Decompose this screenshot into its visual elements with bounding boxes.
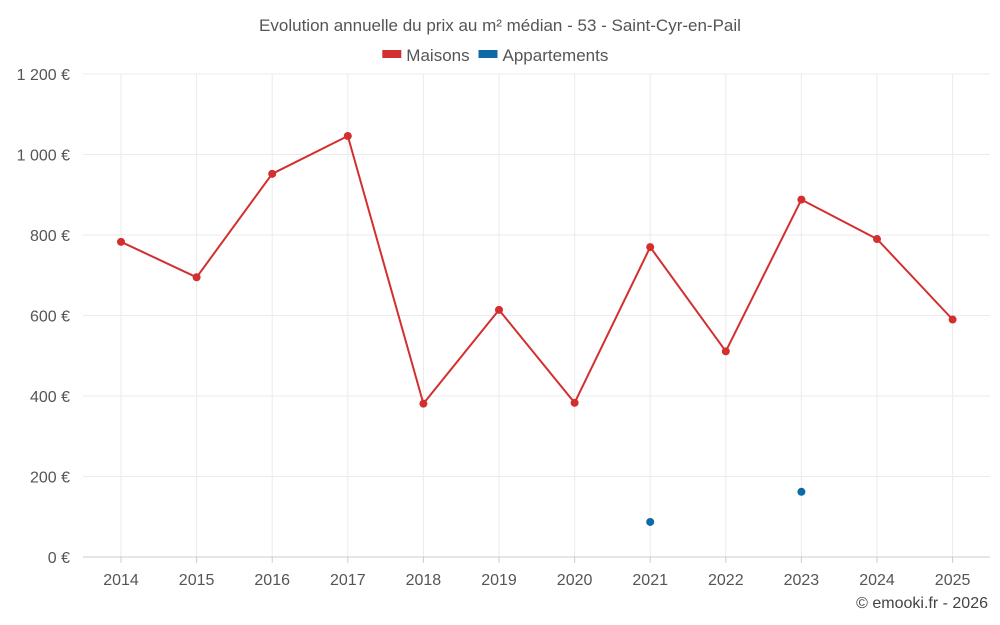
y-tick-label: 400 € bbox=[30, 389, 70, 406]
x-tick-label: 2019 bbox=[481, 572, 517, 589]
x-tick-label: 2024 bbox=[859, 572, 895, 589]
data-point-maisons bbox=[419, 399, 428, 408]
data-point-maisons bbox=[495, 305, 503, 314]
legend-label-appartements: Appartements bbox=[503, 46, 609, 65]
chart-title: Evolution annuelle du prix au m² médian … bbox=[259, 16, 741, 35]
y-tick-label: 600 € bbox=[30, 309, 70, 326]
x-tick-label: 2021 bbox=[632, 572, 668, 589]
data-point-maisons bbox=[646, 243, 655, 252]
y-tick-label: 800 € bbox=[30, 228, 70, 245]
y-tick-label: 200 € bbox=[30, 470, 70, 487]
x-tick-label: 2014 bbox=[103, 572, 139, 589]
x-tick-label: 2022 bbox=[708, 572, 744, 589]
y-axis: 0 € 200 € 400 € 600 € 800 € 1 000 € 1 200 € bbox=[17, 67, 70, 567]
data-point-maisons bbox=[797, 195, 806, 204]
grid bbox=[83, 73, 990, 557]
legend[interactable]: Maisons Appartements bbox=[382, 46, 608, 65]
data-point-maisons bbox=[948, 315, 957, 324]
data-point-appartements bbox=[797, 487, 806, 496]
legend-swatch-appartements bbox=[478, 50, 498, 58]
data-point-maisons bbox=[873, 235, 881, 244]
y-tick-label: 0 € bbox=[48, 550, 70, 567]
y-tick-label: 1 000 € bbox=[17, 148, 70, 165]
data-point-maisons bbox=[721, 347, 730, 356]
y-tick-label: 1 200 € bbox=[17, 67, 70, 84]
series-layer bbox=[117, 131, 957, 526]
legend-item-appartements[interactable]: Appartements bbox=[478, 46, 609, 65]
x-tick-label: 2016 bbox=[254, 572, 290, 589]
x-axis: 2014 2015 2016 2017 2018 2019 2020 2021 2022 2023… bbox=[83, 556, 990, 589]
x-tick-label: 2023 bbox=[784, 572, 820, 589]
data-point-maisons bbox=[192, 273, 201, 282]
legend-item-maisons[interactable]: Maisons bbox=[382, 46, 470, 65]
credit-text: © emooki.fr - 2026 bbox=[856, 595, 988, 612]
series-line-maisons bbox=[120, 135, 954, 405]
x-tick-label: 2017 bbox=[330, 572, 366, 589]
x-tick-label: 2020 bbox=[557, 572, 593, 589]
legend-label-maisons: Maisons bbox=[406, 46, 469, 65]
legend-swatch-maisons bbox=[382, 50, 402, 58]
data-point-maisons bbox=[570, 398, 579, 407]
data-point-maisons bbox=[343, 131, 352, 140]
data-point-appartements bbox=[646, 517, 655, 526]
data-point-maisons bbox=[268, 169, 277, 178]
x-tick-label: 2018 bbox=[406, 572, 442, 589]
data-point-maisons bbox=[117, 237, 125, 246]
x-tick-label: 2025 bbox=[935, 572, 971, 589]
x-tick-label: 2015 bbox=[179, 572, 215, 589]
